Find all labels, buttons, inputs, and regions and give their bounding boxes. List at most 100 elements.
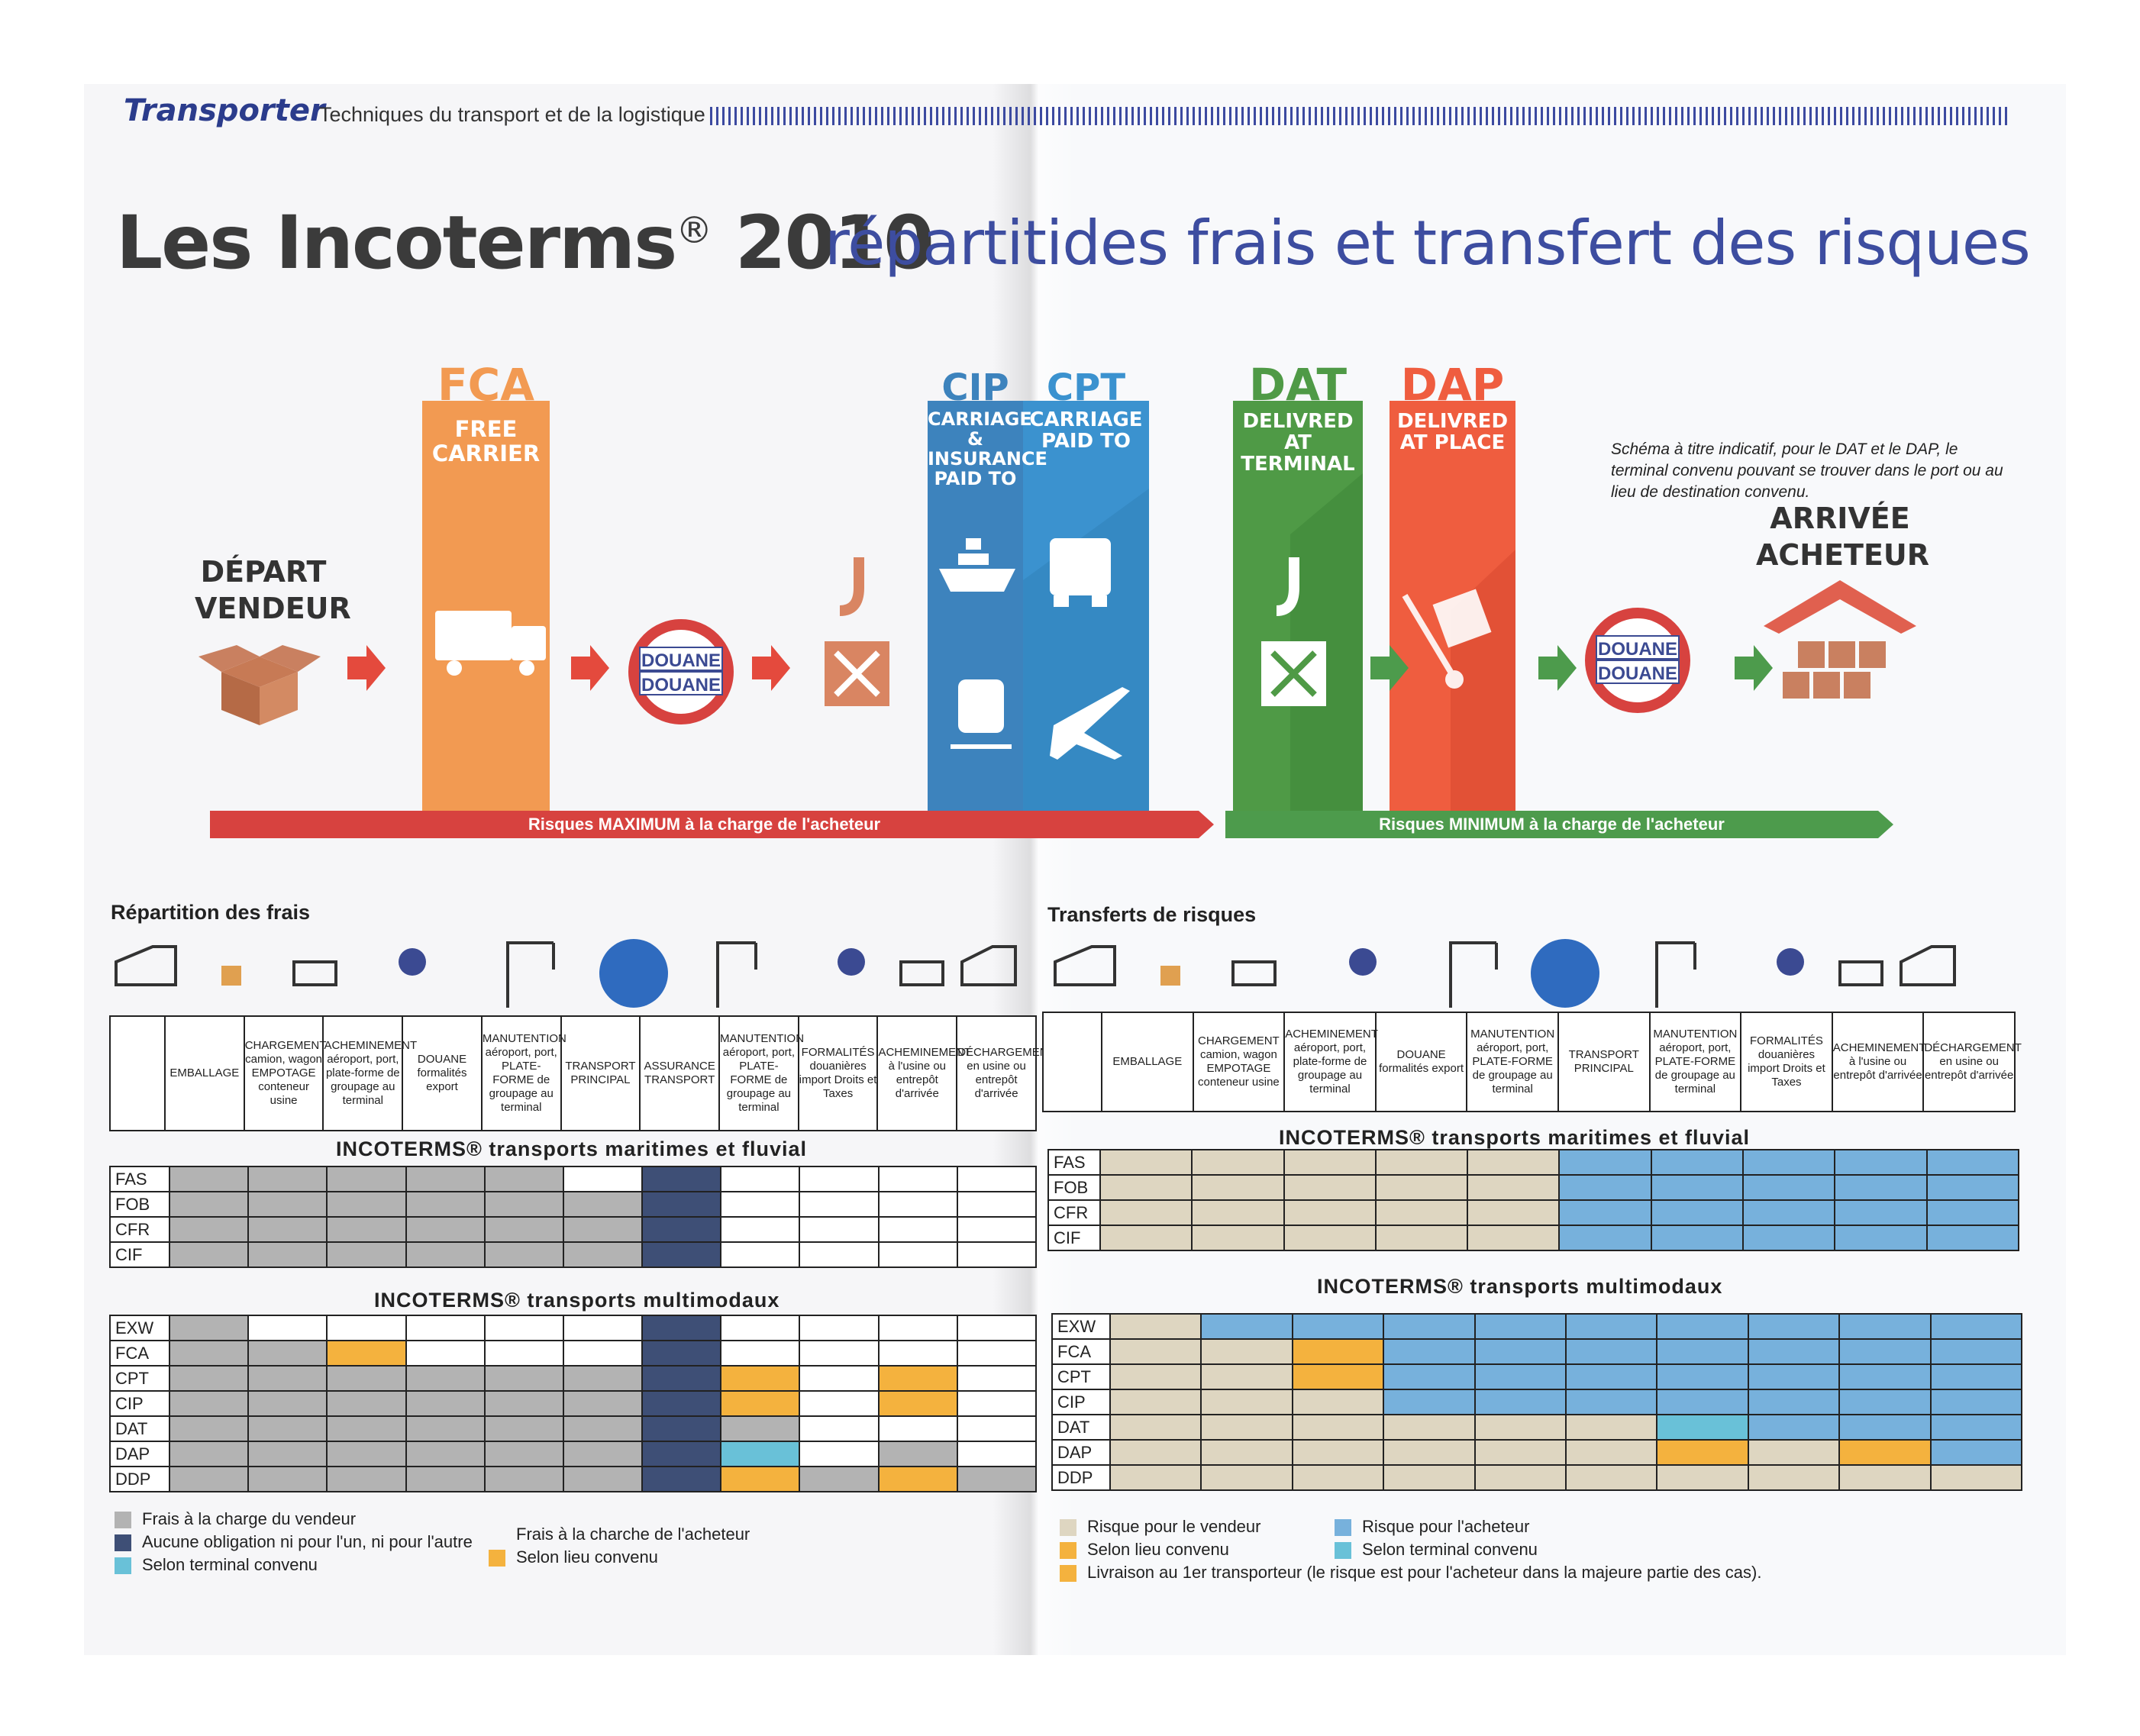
risk-min-bar	[1225, 811, 1893, 838]
row-label: CPT	[109, 1365, 170, 1392]
ship-icon	[939, 538, 1015, 592]
header-subtitle: Techniques du transport et de la logisti…	[319, 103, 705, 126]
risques-icon-row	[1054, 939, 1956, 1008]
matrix-cell	[956, 1466, 1038, 1492]
matrix-cell	[1656, 1363, 1749, 1390]
crane-hook-icon	[825, 557, 889, 706]
frais-icon-row	[115, 939, 1017, 1008]
factory-icon-2	[960, 945, 1017, 986]
flow-diagram	[199, 401, 1916, 838]
truck-front-icon	[1050, 538, 1111, 607]
matrix-cell	[168, 1340, 250, 1367]
incoterm-row: FCA	[109, 1340, 1038, 1367]
matrix-cell	[956, 1315, 1038, 1341]
matrix-cell	[247, 1466, 328, 1492]
matrix-cell	[562, 1340, 644, 1367]
matrix-cell	[1200, 1464, 1293, 1491]
matrix-cell	[1747, 1439, 1841, 1466]
column-header: DOUANE formalités export	[1374, 1012, 1468, 1112]
matrix-cell	[483, 1166, 564, 1192]
matrix-cell	[1283, 1225, 1377, 1251]
legend-swatch-navy	[115, 1534, 131, 1552]
matrix-cell	[405, 1365, 486, 1392]
matrix-cell	[483, 1191, 564, 1218]
section-title: Transporter	[124, 93, 325, 128]
matrix-cell	[247, 1315, 328, 1341]
matrix-cell	[956, 1191, 1038, 1218]
incoterm-row: CIF	[1047, 1225, 2020, 1251]
risques-legend-2: Risque pour l'acheteur Selon terminal co…	[1335, 1515, 1538, 1561]
matrix-cell	[799, 1315, 880, 1341]
matrix-cell	[1564, 1414, 1658, 1441]
crane-icon-2	[1655, 941, 1696, 1008]
matrix-cell	[1929, 1313, 2023, 1340]
legend-swatch-orange	[489, 1550, 505, 1567]
customs-icon-right	[1585, 608, 1690, 713]
matrix-cell	[1747, 1464, 1841, 1491]
customs-label-left: DOUANE DOUANE	[641, 650, 721, 695]
matrix-cell	[247, 1441, 328, 1467]
matrix-cell	[1473, 1363, 1567, 1390]
incoterm-row: DAT	[1051, 1414, 2023, 1441]
matrix-cell	[1838, 1363, 1932, 1390]
matrix-cell	[168, 1390, 250, 1417]
incoterm-row: EXW	[1051, 1313, 2023, 1340]
matrix-cell	[956, 1166, 1038, 1192]
matrix-cell	[1742, 1174, 1836, 1201]
crane-icon	[1449, 941, 1498, 1008]
frais-multimodal-table: EXW FCA CPT CIP DAT DAP DDP	[109, 1315, 1038, 1492]
matrix-cell	[1291, 1439, 1385, 1466]
matrix-cell	[247, 1216, 328, 1243]
matrix-cell	[405, 1466, 486, 1492]
row-label: CIP	[109, 1390, 170, 1417]
term-dap: DAP DELIVRED AT PLACE	[1396, 359, 1509, 454]
matrix-cell	[1929, 1464, 2023, 1491]
incoterm-row: DAP	[1051, 1439, 2023, 1466]
matrix-cell	[641, 1241, 722, 1268]
matrix-cell	[1099, 1225, 1193, 1251]
column-header: ASSURANCE TRANSPORT	[639, 1015, 721, 1131]
truck-small-icon	[1231, 960, 1277, 986]
matrix-cell	[1834, 1225, 1928, 1251]
matrix-cell	[326, 1390, 407, 1417]
matrix-cell	[1109, 1313, 1202, 1340]
matrix-cell	[168, 1315, 250, 1341]
matrix-cell	[326, 1466, 407, 1492]
column-header: CHARGEMENT camion, wagon EMPOTAGE conten…	[1192, 1012, 1286, 1112]
legend-swatch-orange-2	[1060, 1542, 1076, 1560]
legend-risk-buyer: Risque pour l'acheteur	[1335, 1515, 1538, 1538]
matrix-cell	[1191, 1149, 1285, 1176]
incoterm-row: DAP	[109, 1441, 1038, 1467]
globe-icon	[599, 939, 668, 1008]
matrix-cell	[562, 1166, 644, 1192]
matrix-cell	[168, 1441, 250, 1467]
matrix-cell	[1467, 1225, 1561, 1251]
matrix-cell	[877, 1340, 958, 1367]
matrix-cell	[799, 1390, 880, 1417]
matrix-cell	[1467, 1174, 1561, 1201]
matrix-cell	[1383, 1464, 1476, 1491]
matrix-cell	[1747, 1414, 1841, 1441]
column-header: EMBALLAGE	[164, 1015, 245, 1131]
factory-icon	[1054, 945, 1116, 986]
matrix-cell	[1374, 1149, 1469, 1176]
matrix-cell	[641, 1191, 722, 1218]
incoterm-row: CIF	[109, 1241, 1038, 1268]
matrix-cell	[326, 1191, 407, 1218]
matrix-cell	[956, 1241, 1038, 1268]
matrix-cell	[877, 1216, 958, 1243]
matrix-cell	[1283, 1149, 1377, 1176]
matrix-cell	[1929, 1363, 2023, 1390]
matrix-cell	[641, 1466, 722, 1492]
crate-icon	[221, 966, 241, 986]
matrix-cell	[877, 1466, 958, 1492]
matrix-cell	[1109, 1414, 1202, 1441]
matrix-cell	[641, 1216, 722, 1243]
matrix-cell	[168, 1415, 250, 1442]
matrix-cell	[641, 1390, 722, 1417]
customs-officer-icon-2	[1777, 948, 1804, 976]
matrix-cell	[1191, 1199, 1285, 1226]
matrix-cell	[405, 1191, 486, 1218]
matrix-cell	[1191, 1225, 1285, 1251]
schema-note: Schéma à titre indicatif, pour le DAT et…	[1611, 440, 2003, 501]
